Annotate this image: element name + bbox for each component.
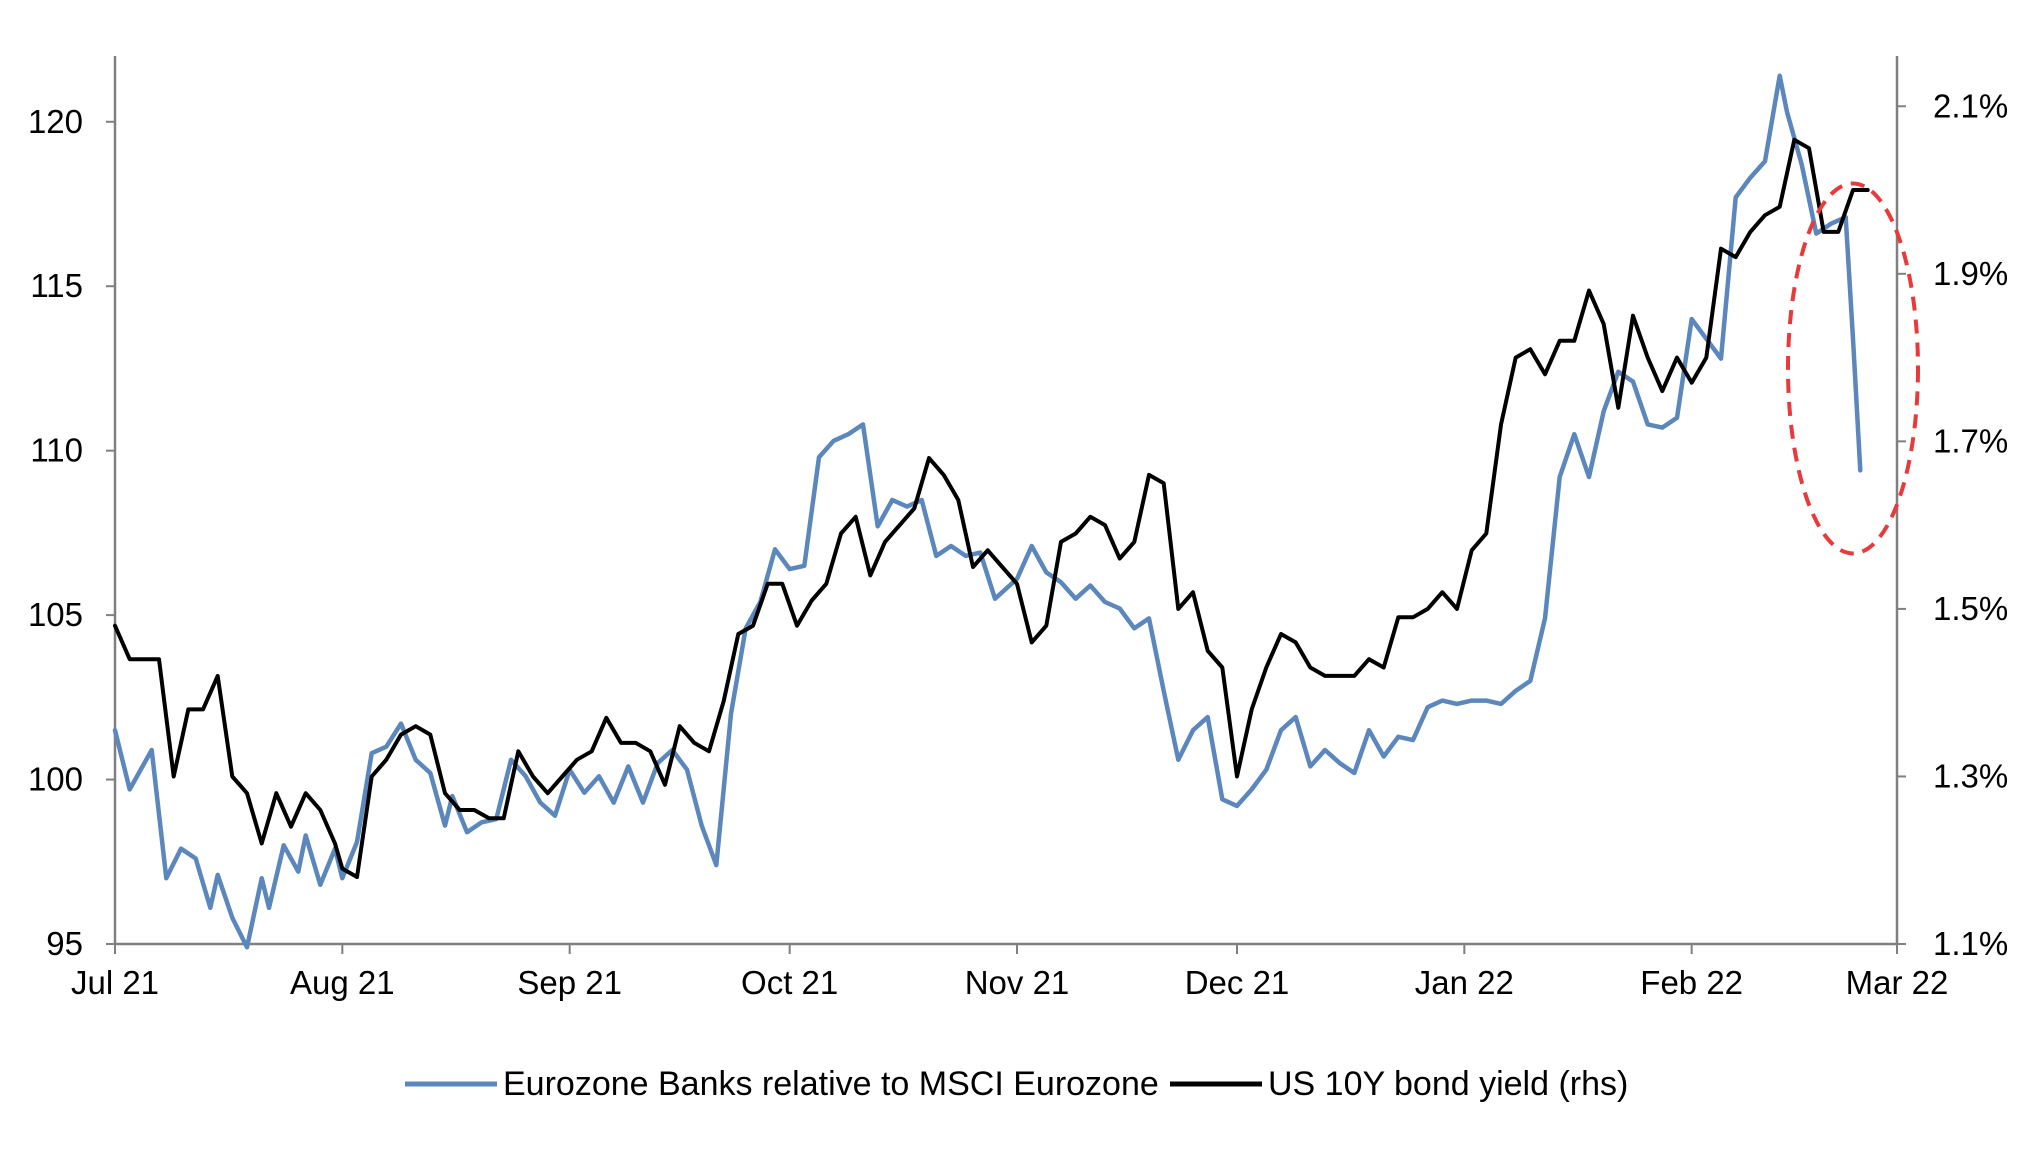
x-tick-label: Feb 22 [1640, 964, 1743, 1001]
x-tick-label: Jul 21 [71, 964, 159, 1001]
x-tick-label: Nov 21 [965, 964, 1070, 1001]
series-line-us-10y-yield [113, 137, 1870, 879]
y-right-tick-label: 2.1% [1933, 87, 2008, 124]
y-right-tick-label: 1.9% [1933, 255, 2008, 292]
x-tick-label: Mar 22 [1846, 964, 1949, 1001]
x-tick-label: Sep 21 [517, 964, 622, 1001]
y-axis-left: 95 100 105 110 115 120 [28, 56, 117, 962]
x-tick-label: Dec 21 [1185, 964, 1290, 1001]
series-layer [112, 73, 1870, 950]
y-left-tick-label: 110 [30, 432, 83, 469]
annotation-layer [1786, 181, 1920, 556]
y-left-tick-label: 95 [46, 925, 83, 962]
y-left-tick-label: 100 [28, 761, 83, 798]
y-right-tick-label: 1.5% [1933, 590, 2008, 627]
series-line-eurozone-banks [112, 73, 1863, 950]
y-left-tick-label: 105 [28, 596, 83, 633]
y-right-tick-label: 1.1% [1933, 925, 2008, 962]
x-tick-label: Jan 22 [1415, 964, 1514, 1001]
legend: Eurozone Banks relative to MSCI Eurozone… [405, 1065, 1628, 1103]
legend-label: Eurozone Banks relative to MSCI Eurozone [503, 1065, 1159, 1103]
y-left-tick-label: 115 [30, 267, 83, 304]
y-right-tick-label: 1.3% [1933, 757, 2008, 794]
legend-label: US 10Y bond yield (rhs) [1268, 1065, 1628, 1103]
highlight-ellipse [1786, 181, 1920, 556]
x-tick-label: Aug 21 [290, 964, 395, 1001]
y-left-tick-label: 120 [28, 103, 83, 140]
x-tick-label: Oct 21 [741, 964, 838, 1001]
x-axis: Jul 21 Aug 21 Sep 21 Oct 21 Nov 21 Dec 21 Jan … [71, 942, 1949, 1001]
y-right-tick-label: 1.7% [1933, 422, 2008, 459]
y-axis-right: 1.1% 1.3% 1.5% 1.7% 1.9% 2.1% [1895, 56, 2008, 962]
